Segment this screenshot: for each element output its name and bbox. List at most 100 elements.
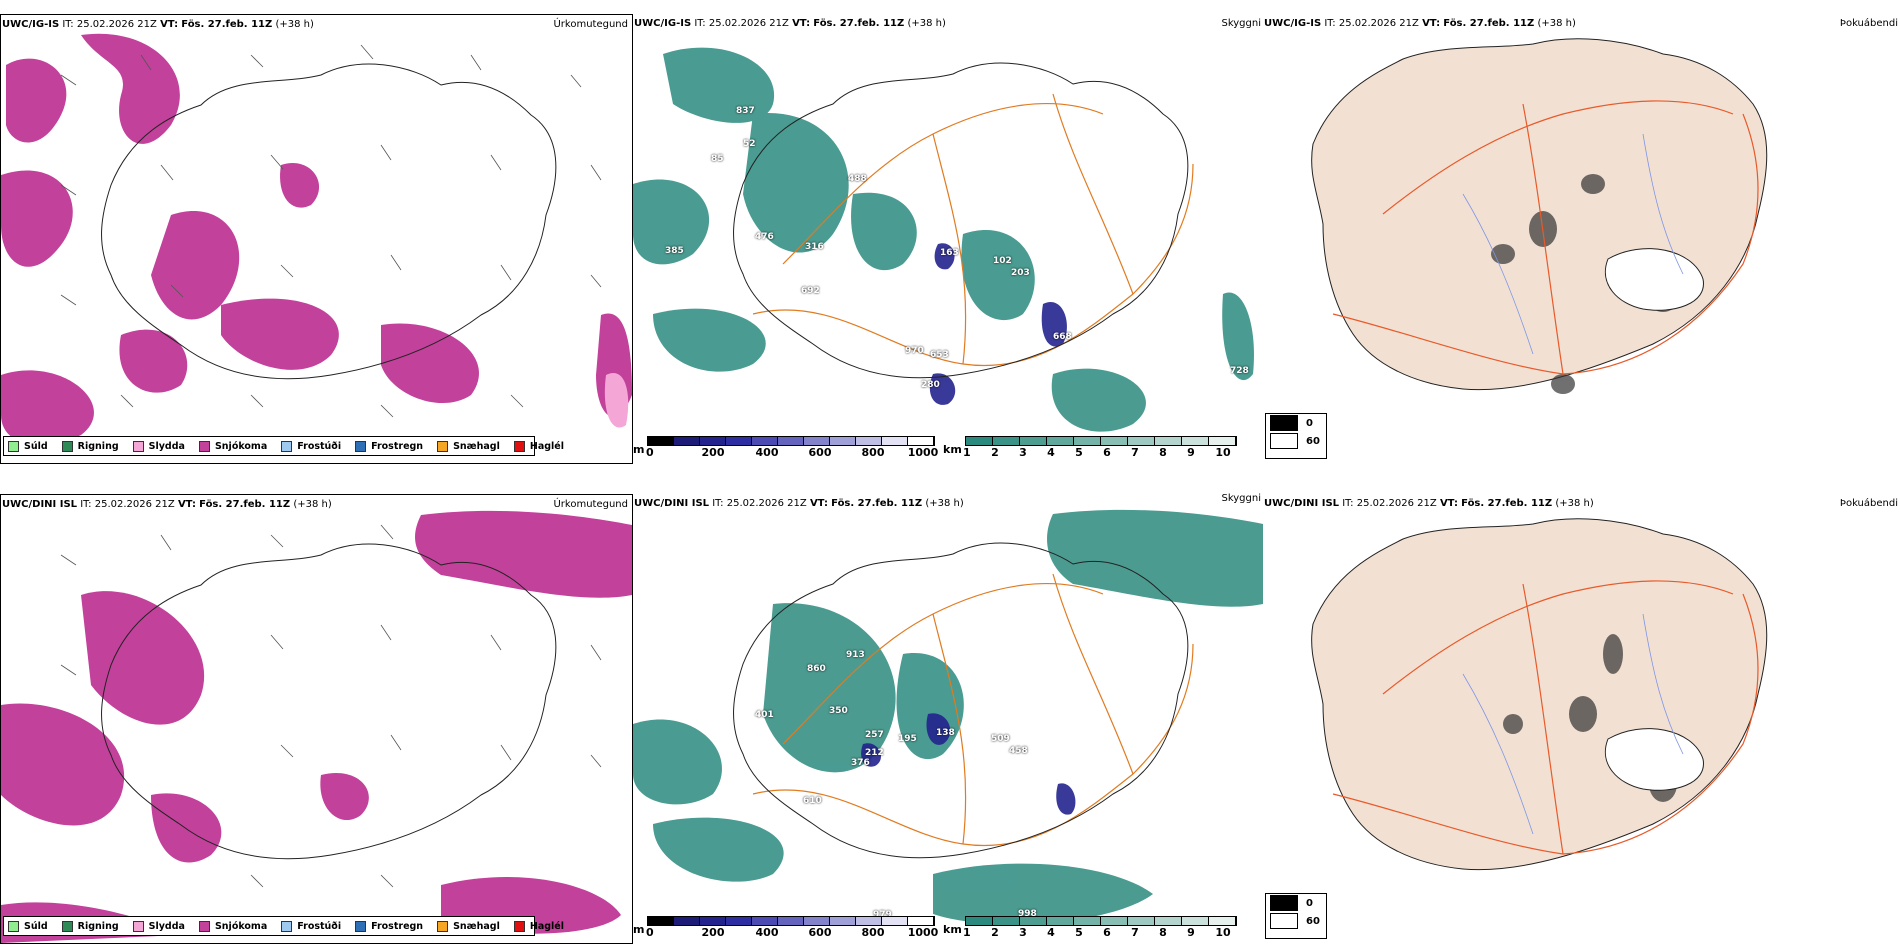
ceiling-label: 85: [711, 154, 724, 164]
legend-swatch: [132, 440, 144, 452]
ceiling-label: 692: [801, 286, 820, 296]
visibility-colorbar: km 1 2 3 4 5 6 7 8 9 10: [943, 436, 1243, 466]
fog-legend-row2: 0 60: [1265, 893, 1327, 939]
panel-header: UWC/IG-IS IT: 25.02.2026 21Z VT: Fös. 27…: [2, 19, 314, 30]
legend-swatch: [8, 920, 19, 932]
ceiling-label: 102: [993, 256, 1012, 266]
visibility-panel-row1: UWC/IG-IS IT: 25.02.2026 21Z VT: Fös. 27…: [633, 14, 1263, 464]
panel-header: UWC/DINI ISL IT: 25.02.2026 21Z VT: Fös.…: [634, 498, 964, 509]
ceiling-label: 668: [1053, 332, 1072, 342]
legend-swatch: [281, 920, 293, 932]
legend-swatch: [198, 920, 210, 932]
legend-swatch: [198, 440, 210, 452]
visibility-map: [633, 509, 1263, 925]
precip-legend: Súld Rigning Slydda Snjókoma Frostúði Fr…: [3, 436, 564, 456]
panel-title: Skyggni: [1221, 18, 1261, 29]
ceiling-label: 350: [829, 706, 848, 716]
ceiling-label: 195: [898, 734, 917, 744]
ceiling-colorbar: m 0 200 400 600 800 1000: [633, 436, 938, 466]
panel-title: Skyggni: [1221, 493, 1261, 504]
ceiling-label: 212: [865, 748, 884, 758]
ceiling-label: 163: [940, 248, 959, 258]
precip-type-panel-row1: UWC/IG-IS IT: 25.02.2026 21Z VT: Fös. 27…: [0, 14, 633, 464]
ceiling-label: 385: [665, 246, 684, 256]
precip-type-map: [1, 510, 632, 943]
rivers: [1462, 133, 1684, 355]
fog-index-map: [1311, 518, 1768, 871]
panel-title: Þokuábendi: [1839, 498, 1898, 509]
ceiling-label: 653: [930, 350, 949, 360]
road-network: [752, 573, 1194, 847]
ceiling-label: 138: [936, 728, 955, 738]
visibility-map: [633, 47, 1254, 432]
ceiling-label: 203: [1011, 268, 1030, 278]
visibility-panel-row2: UWC/DINI ISL IT: 25.02.2026 21Z VT: Fös.…: [633, 493, 1263, 946]
panel-title: Þokuábendi: [1839, 18, 1898, 29]
ceiling-label: 376: [851, 758, 870, 768]
panel-header: UWC/DINI ISL IT: 25.02.2026 21Z VT: Fös.…: [2, 499, 332, 510]
wind-barbs: [60, 44, 602, 418]
precip-legend: Súld Rigning Slydda Snjókoma Frostúði Fr…: [3, 916, 564, 936]
legend-swatch: [437, 920, 449, 932]
ceiling-label: 476: [755, 232, 774, 242]
fog-index-panel-row2: UWC/DINI ISL IT: 25.02.2026 21Z VT: Fös.…: [1263, 494, 1900, 944]
legend-swatch: [132, 920, 144, 932]
legend-swatch: [61, 920, 73, 932]
ceiling-colorbar: m 0 200 400 600 800 1000: [633, 916, 938, 946]
visibility-colorbar: km 1 2 3 4 5 6 7 8 9 10: [943, 916, 1243, 946]
panel-title: Úrkomutegund: [553, 499, 628, 510]
low-ceiling-areas: [861, 713, 1076, 815]
glaciers: [1605, 728, 1704, 791]
iceland-coastline: [733, 62, 1189, 379]
ceiling-label: 913: [846, 650, 865, 660]
fog-index-map: [1311, 38, 1768, 394]
rivers: [1462, 613, 1684, 835]
legend-swatch: [437, 440, 449, 452]
legend-swatch: [281, 440, 293, 452]
ceiling-label: 998: [1018, 909, 1037, 919]
ceiling-label: 52: [743, 139, 756, 149]
low-visibility-areas: [633, 47, 1254, 432]
ceiling-label: 316: [805, 242, 824, 252]
ceiling-label: 970: [905, 346, 924, 356]
legend-swatch: [8, 440, 19, 452]
fog-legend-row1: 0 60: [1265, 413, 1327, 459]
road-network: [752, 93, 1194, 367]
low-ceiling-areas: [929, 243, 1067, 405]
legend-swatch: [513, 920, 525, 932]
low-visibility-areas: [633, 509, 1263, 925]
ceiling-label: 280: [921, 380, 940, 390]
road-network: [1332, 580, 1759, 855]
ceiling-label: 509: [991, 734, 1010, 744]
road-network: [1332, 100, 1759, 375]
ceiling-label: 257: [865, 730, 884, 740]
iceland-coastline: [101, 63, 557, 380]
ceiling-label: 610: [803, 796, 822, 806]
fog-areas: [1503, 634, 1677, 802]
legend-swatch: [355, 920, 367, 932]
precip-type-map: [1, 33, 632, 446]
fog-index-panel-row1: UWC/IG-IS IT: 25.02.2026 21Z VT: Fös. 27…: [1263, 14, 1900, 464]
ceiling-label: 860: [807, 664, 826, 674]
ceiling-label: 488: [848, 174, 867, 184]
glaciers: [1605, 248, 1704, 311]
iceland-land: [1311, 518, 1768, 871]
panel-title: Úrkomutegund: [553, 19, 628, 30]
panel-header: UWC/DINI ISL IT: 25.02.2026 21Z VT: Fös.…: [1264, 498, 1594, 509]
iceland-coastline: [101, 543, 557, 860]
snow-areas: [1, 510, 632, 943]
ceiling-label: 837: [736, 106, 755, 116]
ceiling-label: 458: [1009, 746, 1028, 756]
ceiling-label: 728: [1230, 366, 1249, 376]
precip-type-panel-row2: UWC/DINI ISL IT: 25.02.2026 21Z VT: Fös.…: [0, 494, 633, 944]
legend-swatch: [513, 440, 525, 452]
ceiling-label: 401: [755, 710, 774, 720]
ceiling-label: 979: [873, 910, 892, 920]
legend-swatch: [61, 440, 73, 452]
wind-barbs: [60, 524, 602, 888]
snow-areas: [1, 33, 632, 446]
panel-header: UWC/IG-IS IT: 25.02.2026 21Z VT: Fös. 27…: [634, 18, 946, 29]
iceland-coastline: [733, 542, 1189, 859]
panel-header: UWC/IG-IS IT: 25.02.2026 21Z VT: Fös. 27…: [1264, 18, 1576, 29]
legend-swatch: [355, 440, 367, 452]
